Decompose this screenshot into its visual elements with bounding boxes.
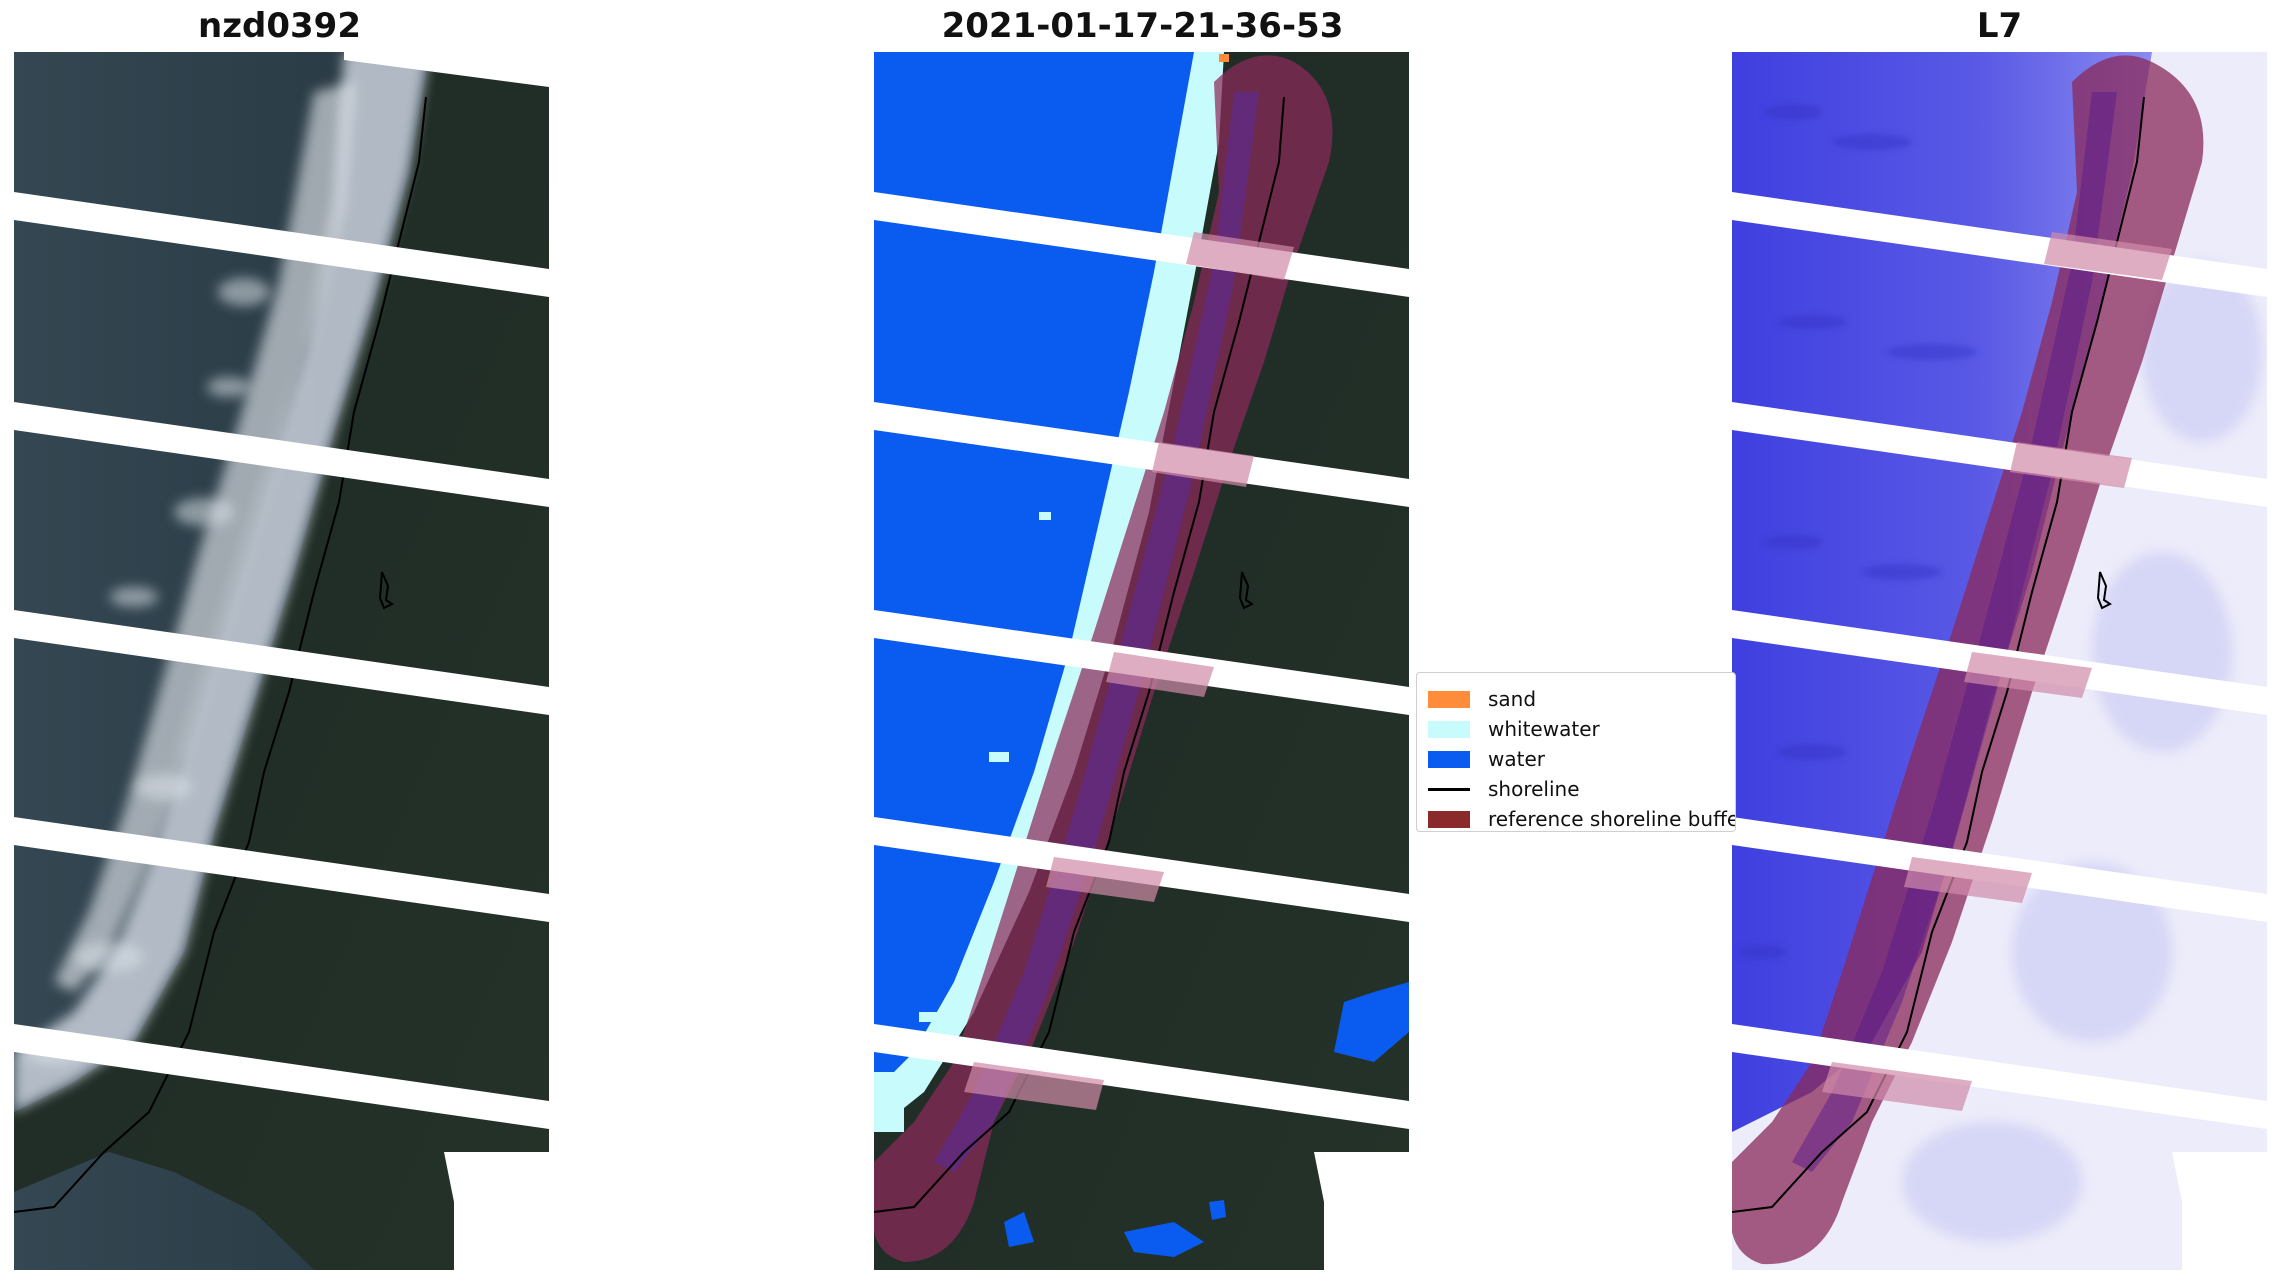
classified-satellite-image	[874, 52, 1409, 1270]
rgb-satellite-image	[14, 52, 549, 1270]
legend-item-buffer: reference shoreline buffer	[1417, 806, 1736, 831]
legend-item-sand: sand	[1417, 686, 1536, 712]
legend-item-shoreline: shoreline	[1417, 776, 1580, 802]
panel-title-date: 2021-01-17-21-36-53	[941, 6, 1344, 46]
index-image-panel	[1732, 52, 2267, 1270]
legend-item-whitewater: whitewater	[1417, 716, 1600, 742]
panel-title-satellite: L7	[1976, 6, 2023, 46]
shoreline-line-swatch	[1428, 787, 1470, 791]
legend-label-buffer: reference shoreline buffer	[1488, 807, 1736, 831]
legend-label-sand: sand	[1488, 687, 1537, 711]
legend-label-whitewater: whitewater	[1488, 717, 1600, 741]
legend: sand whitewater water shoreline referenc…	[1416, 672, 1736, 832]
legend-label-shoreline: shoreline	[1488, 777, 1580, 801]
classification-panel	[874, 52, 1409, 1270]
buffer-swatch	[1428, 810, 1470, 828]
legend-label-water: water	[1488, 747, 1545, 771]
sand-swatch	[1428, 690, 1470, 708]
l7-index-image	[1732, 52, 2267, 1270]
legend-item-water: water	[1417, 746, 1545, 772]
rgb-image-panel	[14, 52, 549, 1270]
water-swatch	[1428, 750, 1470, 768]
panel-title-image-name: nzd0392	[198, 6, 361, 46]
whitewater-swatch	[1428, 720, 1470, 738]
